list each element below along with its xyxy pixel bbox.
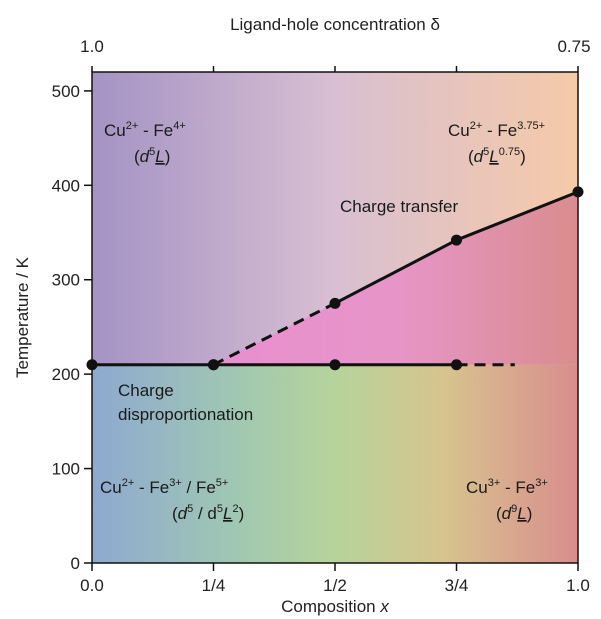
y-tick-label: 200	[52, 365, 80, 384]
annotation-charge-transfer: Charge transfer	[340, 197, 458, 216]
x-axis-title: Composition x	[281, 597, 389, 616]
x-tick-label: 1/2	[323, 576, 347, 595]
series-0-segment-2	[455, 190, 579, 242]
config-upper-left: (d5L)	[134, 146, 170, 166]
bg-charge-transfer-region	[213, 191, 578, 365]
annotation-lower-right: Cu3+ - Fe3+ (d9L)	[466, 477, 548, 523]
series-0-point-1	[329, 297, 341, 309]
series-0-segment-0	[212, 301, 336, 367]
x-tick-label: 1.0	[566, 576, 590, 595]
svg-text:Cu2+ - Fe4+: Cu2+ - Fe4+	[104, 120, 186, 140]
plot-background	[92, 72, 578, 563]
series-1-point-1	[208, 359, 219, 371]
y-tick-label: 500	[52, 82, 80, 101]
y-tick-label: 400	[52, 176, 80, 195]
svg-text:Cu3+ - Fe3+: Cu3+ - Fe3+	[466, 477, 548, 497]
phase-boundaries	[92, 190, 579, 367]
y-tick-label: 300	[52, 271, 80, 290]
top-axis-title: Ligand-hole concentration δ	[230, 15, 440, 34]
x-axis-title-text: Composition	[281, 597, 376, 616]
bg-lower-region	[92, 364, 578, 563]
svg-text:Cu2+ - Fe3.75+: Cu2+ - Fe3.75+	[448, 120, 545, 140]
annotation-upper-left: Cu2+ - Fe4+ (d5L)	[104, 120, 186, 166]
series-0-segment-1	[334, 238, 458, 305]
series-0-point-2	[451, 234, 462, 246]
annotation-charge-disproportionation-line2: disproportionation	[118, 405, 253, 424]
top-tick-left: 1.0	[80, 37, 104, 56]
annotation-charge-disproportionation-line1: Charge	[118, 381, 174, 400]
y-tick-label: 100	[52, 460, 80, 479]
config-lower-right: (d9L)	[496, 503, 532, 523]
y-axis-title: Temperature / K	[13, 256, 32, 378]
x-tick-label: 1/4	[202, 576, 226, 595]
svg-text:Cu2+ - Fe3+ / Fe5+: Cu2+ - Fe3+ / Fe5+	[100, 477, 228, 497]
series-1-point-2	[329, 359, 341, 371]
x-tick-label: 0.0	[80, 576, 104, 595]
axis-ticks: 0 100 200 300 400 500 0.0 1/4 1/2 3/4 1.0	[52, 66, 590, 595]
top-tick-right: 0.75	[557, 37, 590, 56]
x-axis-title-var: x	[379, 597, 389, 616]
y-tick-label: 0	[71, 554, 80, 573]
x-tick-label: 3/4	[445, 576, 469, 595]
series-1-point-3	[451, 359, 462, 371]
